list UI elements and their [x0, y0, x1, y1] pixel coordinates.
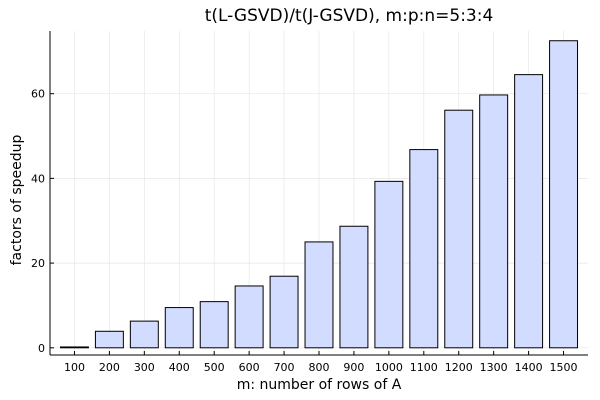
bar-500	[199, 301, 229, 349]
axes	[49, 31, 588, 356]
x-tick-label: 1000	[375, 361, 403, 374]
x-tick-label: 500	[204, 361, 225, 374]
x-tick-label: 1100	[410, 361, 438, 374]
x-tick-label: 1500	[550, 361, 578, 374]
bar-1000	[374, 180, 404, 349]
x-tick-label: 1400	[515, 361, 543, 374]
bar-1500	[549, 40, 579, 349]
bar-100	[59, 346, 89, 349]
y-tick-label: 0	[38, 342, 45, 355]
bar-400	[164, 307, 194, 349]
chart-title: t(L-GSVD)/t(J-GSVD), m:p:n=5:3:4	[205, 6, 494, 26]
bar-600	[234, 285, 264, 349]
x-tick-label: 1300	[480, 361, 508, 374]
x-axis-label: m: number of rows of A	[237, 377, 402, 393]
x-tick-label: 900	[343, 361, 364, 374]
x-tick-label: 400	[169, 361, 190, 374]
x-tick-label: 300	[134, 361, 155, 374]
tick-labels: 0 20 40 60 100 200 300 400 500 600 700 800 900 1000 11…	[31, 88, 578, 374]
bar-1100	[409, 149, 439, 349]
bar-800	[304, 241, 334, 349]
x-tick-label: 100	[64, 361, 85, 374]
x-tick-label: 800	[309, 361, 330, 374]
y-tick-label: 40	[31, 172, 45, 185]
bar-300	[129, 320, 159, 349]
y-tick-label: 60	[31, 88, 45, 101]
bars	[59, 40, 579, 349]
x-tick-label: 1200	[445, 361, 473, 374]
bar-700	[269, 275, 299, 349]
bar-1200	[444, 109, 474, 349]
y-tick-label: 20	[31, 257, 45, 270]
bar-200	[94, 330, 124, 349]
x-tick-label: 700	[274, 361, 295, 374]
x-tick-label: 200	[99, 361, 120, 374]
bar-1400	[514, 74, 544, 349]
bar-1300	[479, 94, 509, 349]
y-axis-label: factors of speedup	[9, 135, 25, 266]
bar-900	[339, 225, 369, 349]
x-tick-label: 600	[239, 361, 260, 374]
